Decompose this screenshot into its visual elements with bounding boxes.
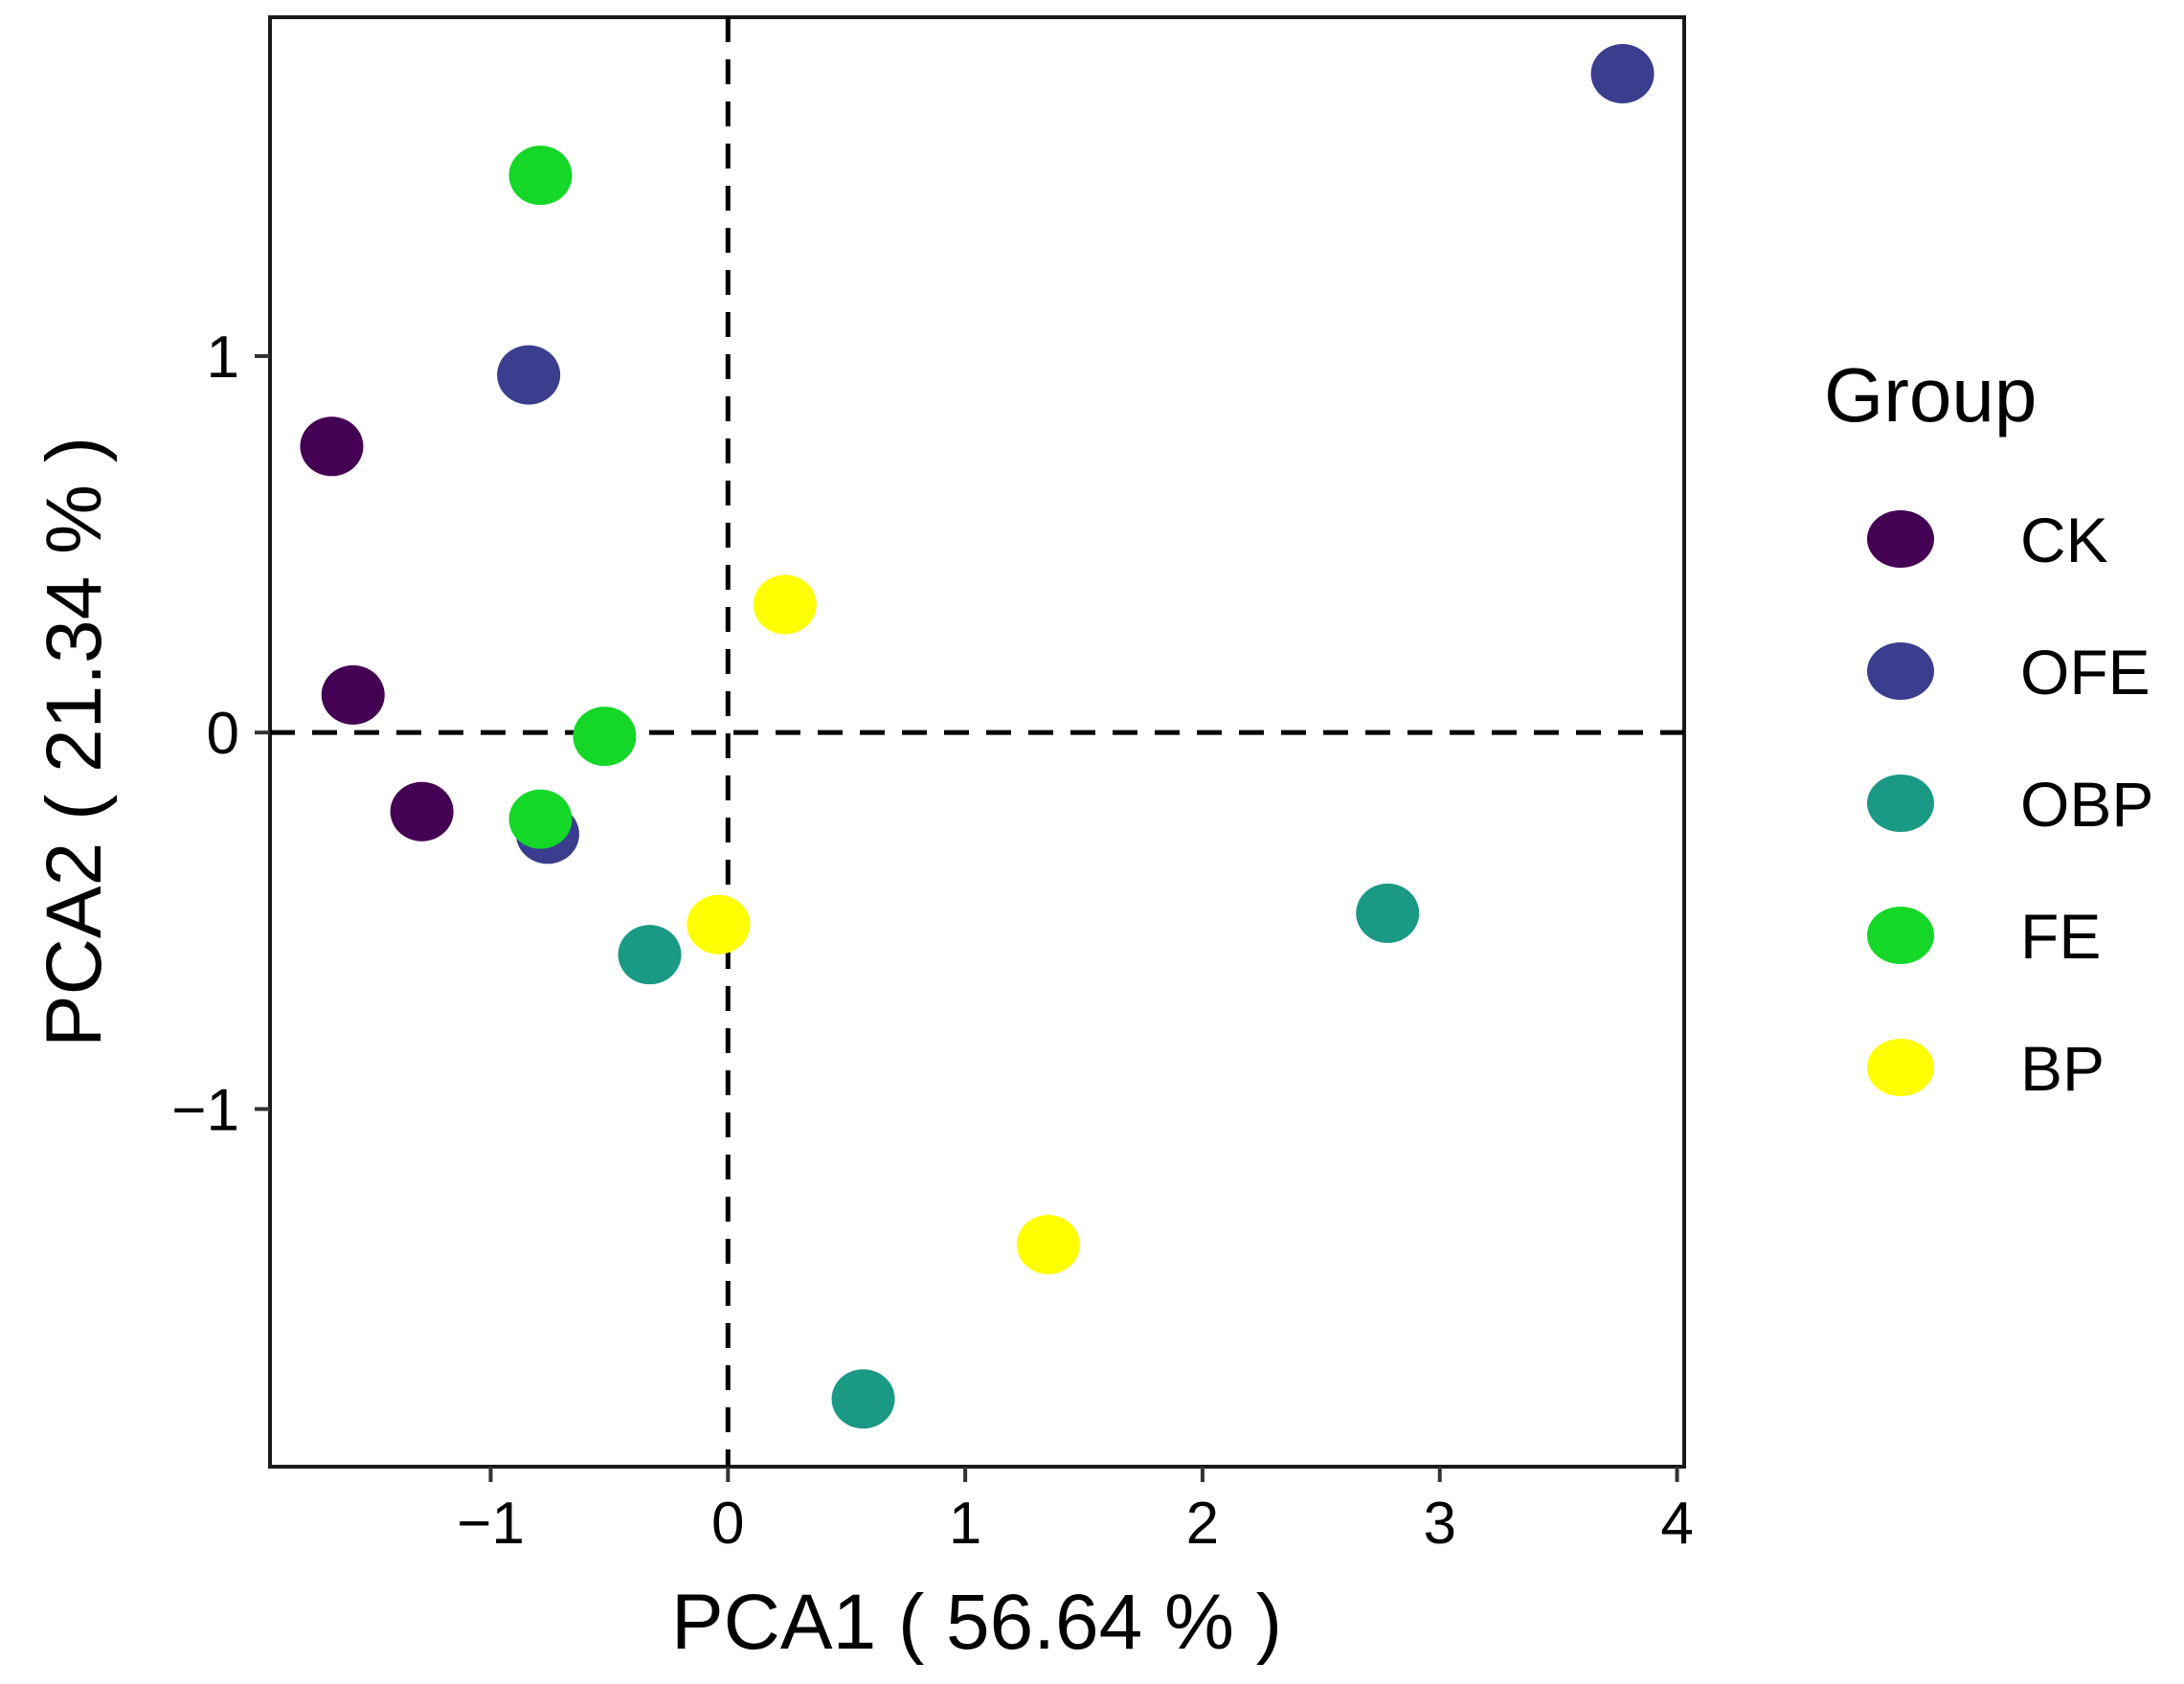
y-axis: −1 0 1 <box>171 325 270 1143</box>
y-axis-title: PCA2 ( 21.34 % ) <box>31 437 118 1047</box>
legend-key-obp <box>1867 775 1934 832</box>
legend-label-fe: FE <box>2020 901 2101 972</box>
point-fe <box>573 707 637 767</box>
point-ck <box>390 781 454 842</box>
point-ofe <box>1590 43 1655 103</box>
legend: Group CK OFE OBP FE BP <box>1824 352 2153 1104</box>
point-obp <box>618 925 682 985</box>
plot-panel-border <box>268 15 1686 1469</box>
legend-key-ck <box>1867 510 1934 568</box>
x-axis-title: PCA1 ( 56.64 % ) <box>671 1579 1282 1666</box>
y-tick-label: 0 <box>207 701 239 767</box>
x-tick-label: 1 <box>949 1491 981 1557</box>
legend-label-bp: BP <box>2020 1033 2105 1104</box>
legend-label-ofe: OFE <box>2020 637 2150 707</box>
point-ofe <box>497 345 561 405</box>
legend-label-ck: CK <box>2020 505 2108 575</box>
x-tick-label: 4 <box>1660 1491 1693 1557</box>
x-axis: −1 0 1 2 3 4 <box>457 1467 1694 1557</box>
x-tick-label: 2 <box>1186 1491 1219 1557</box>
point-bp <box>1016 1214 1080 1274</box>
y-tick-label: −1 <box>171 1077 239 1143</box>
legend-key-ofe <box>1867 642 1934 700</box>
legend-key-bp <box>1867 1039 1934 1096</box>
point-ck <box>300 416 364 477</box>
point-bp <box>753 574 817 635</box>
x-tick-label: −1 <box>457 1491 525 1557</box>
x-tick-label: 3 <box>1424 1491 1456 1557</box>
point-obp <box>1356 883 1420 943</box>
point-fe <box>508 789 573 849</box>
legend-label-obp: OBP <box>2020 769 2153 840</box>
data-points <box>300 43 1655 1429</box>
point-bp <box>687 894 751 954</box>
legend-key-fe <box>1867 907 1934 964</box>
point-obp <box>831 1369 895 1429</box>
point-fe <box>508 146 573 206</box>
reference-lines <box>270 17 1684 1467</box>
x-tick-label: 0 <box>711 1491 744 1557</box>
point-ck <box>321 664 385 725</box>
legend-items: CK OFE OBP FE BP <box>1867 505 2153 1104</box>
legend-title: Group <box>1824 352 2037 438</box>
y-tick-label: 1 <box>207 325 239 391</box>
